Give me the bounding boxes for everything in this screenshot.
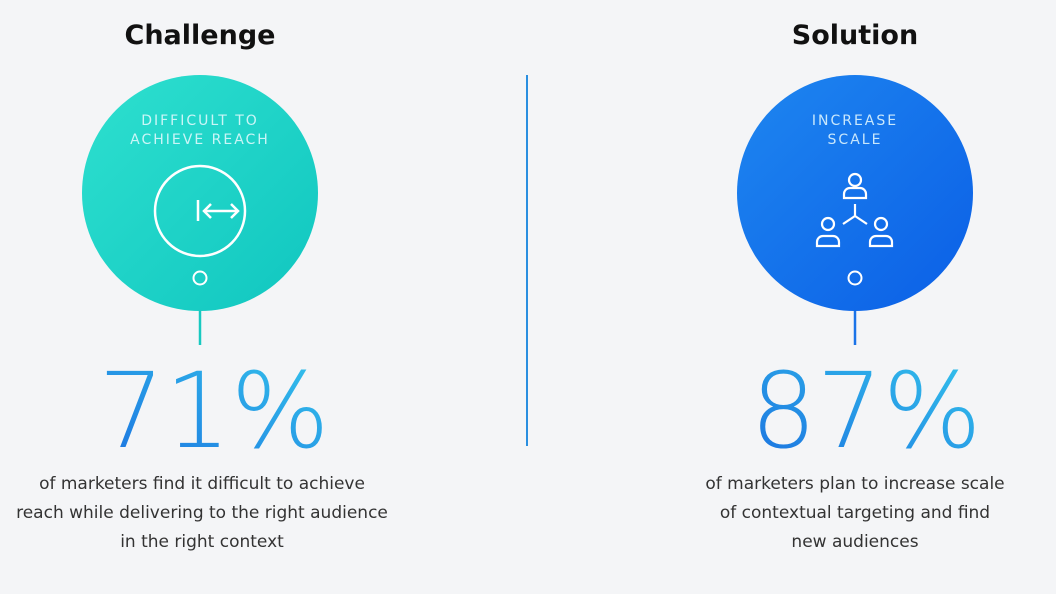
description: of contextual targeting and find bbox=[720, 503, 990, 523]
description: of marketers plan to increase scale bbox=[705, 474, 1004, 494]
reach-icon bbox=[153, 164, 247, 258]
badge-circle bbox=[737, 75, 973, 311]
description: of marketers find it difficult to achiev… bbox=[39, 474, 365, 494]
dot bbox=[847, 270, 863, 286]
scale-icon bbox=[815, 172, 894, 248]
description: reach while delivering to the right audi… bbox=[16, 503, 388, 523]
circle-label: INCREASE bbox=[812, 113, 898, 129]
badge-circle bbox=[82, 75, 318, 311]
circle-label: SCALE bbox=[828, 132, 883, 148]
circle-label: ACHIEVE REACH bbox=[130, 132, 270, 148]
solution-panel: Solution INCREASE SCALE 87% of marketers… bbox=[705, 20, 1004, 552]
heading: Challenge bbox=[125, 20, 276, 51]
description: new audiences bbox=[791, 532, 918, 552]
stat: 87% bbox=[750, 350, 981, 472]
stat: 71% bbox=[98, 350, 329, 472]
dot bbox=[192, 270, 208, 286]
description: in the right context bbox=[120, 532, 284, 552]
circle-label: DIFFICULT TO bbox=[141, 113, 259, 129]
challenge-panel: Challenge DIFFICULT TO ACHIEVE REACH 71%… bbox=[16, 20, 388, 552]
heading: Solution bbox=[792, 20, 918, 51]
